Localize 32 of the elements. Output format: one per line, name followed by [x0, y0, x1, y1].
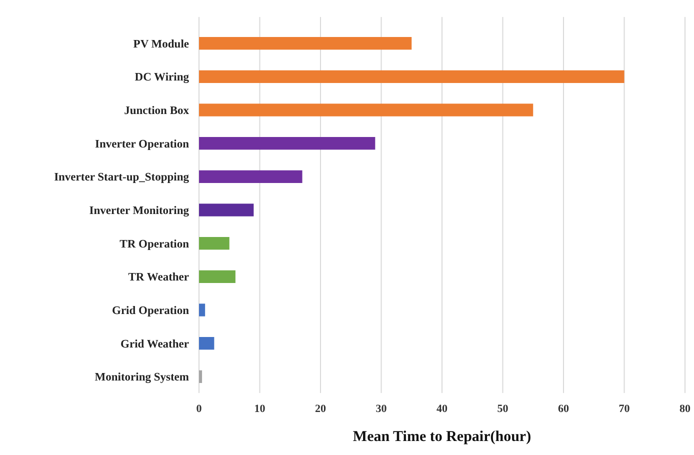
bar: [199, 104, 534, 116]
y-tick-label: Monitoring System: [94, 372, 190, 384]
y-tick-label: Grid Operation: [112, 305, 190, 318]
bar: [199, 370, 202, 383]
y-tick-label: Inverter Start-up_Stopping: [54, 172, 190, 184]
y-tick-label: PV Module: [133, 38, 189, 50]
bar: [199, 170, 302, 183]
bar: [199, 237, 230, 250]
x-tick-label: 0: [196, 403, 202, 415]
y-tick-label: TR Operation: [120, 238, 190, 250]
y-tick-label: DC Wiring: [134, 72, 190, 84]
bar: [199, 137, 376, 150]
x-tick-label: 50: [497, 403, 509, 415]
y-tick-label: Inverter Operation: [94, 138, 190, 150]
bar: [199, 304, 206, 316]
bar: [199, 204, 254, 216]
x-tick-label: 70: [618, 403, 630, 415]
x-tick-label: 80: [680, 403, 691, 415]
x-tick-label: 40: [436, 403, 448, 415]
x-tick-label: 20: [315, 403, 326, 415]
x-axis-title: Mean Time to Repair(hour): [352, 429, 532, 445]
x-tick-label: 30: [376, 403, 388, 415]
bar: [199, 270, 236, 283]
y-tick-label: Grid Weather: [120, 338, 189, 350]
x-tick-label: 10: [254, 403, 266, 415]
y-tick-label: TR Weather: [128, 272, 189, 284]
y-tick-label: Junction Box: [124, 105, 190, 118]
bar: [199, 337, 214, 350]
x-tick-label: 60: [558, 403, 570, 415]
y-tick-label: Inverter Monitoring: [89, 205, 190, 218]
bar: [199, 70, 624, 83]
bar: [199, 37, 412, 50]
